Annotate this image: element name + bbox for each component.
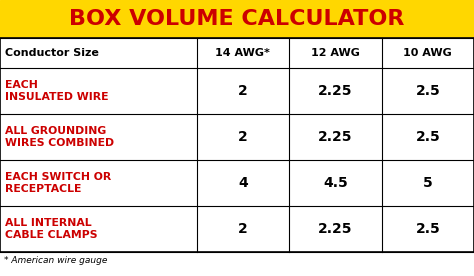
Text: BOX VOLUME CALCULATOR: BOX VOLUME CALCULATOR xyxy=(69,9,405,29)
Bar xyxy=(0,114,474,160)
Bar xyxy=(0,68,474,114)
Text: 4: 4 xyxy=(238,176,248,190)
Text: EACH
INSULATED WIRE: EACH INSULATED WIRE xyxy=(5,79,109,102)
Text: 2.25: 2.25 xyxy=(318,84,353,98)
Bar xyxy=(0,160,474,206)
Text: EACH SWITCH OR
RECEPTACLE: EACH SWITCH OR RECEPTACLE xyxy=(5,172,111,194)
Bar xyxy=(0,0,474,38)
Text: 2: 2 xyxy=(238,222,248,236)
Text: 14 AWG*: 14 AWG* xyxy=(216,48,270,58)
Text: ALL GROUNDING
WIRES COMBINED: ALL GROUNDING WIRES COMBINED xyxy=(5,126,114,148)
Text: 10 AWG: 10 AWG xyxy=(403,48,452,58)
Text: 4.5: 4.5 xyxy=(323,176,348,190)
Text: 2.25: 2.25 xyxy=(318,222,353,236)
Bar xyxy=(0,38,474,68)
Text: Conductor Size: Conductor Size xyxy=(5,48,99,58)
Bar xyxy=(0,206,474,252)
Text: 2: 2 xyxy=(238,84,248,98)
Text: 2.5: 2.5 xyxy=(415,222,440,236)
Bar xyxy=(0,38,474,252)
Text: 2.5: 2.5 xyxy=(415,130,440,144)
Text: 2: 2 xyxy=(238,130,248,144)
Text: * American wire gauge: * American wire gauge xyxy=(4,256,108,265)
Text: 2.25: 2.25 xyxy=(318,130,353,144)
Text: 2.5: 2.5 xyxy=(415,84,440,98)
Text: 12 AWG: 12 AWG xyxy=(311,48,360,58)
Text: 5: 5 xyxy=(423,176,433,190)
Text: ALL INTERNAL
CABLE CLAMPS: ALL INTERNAL CABLE CLAMPS xyxy=(5,217,98,240)
